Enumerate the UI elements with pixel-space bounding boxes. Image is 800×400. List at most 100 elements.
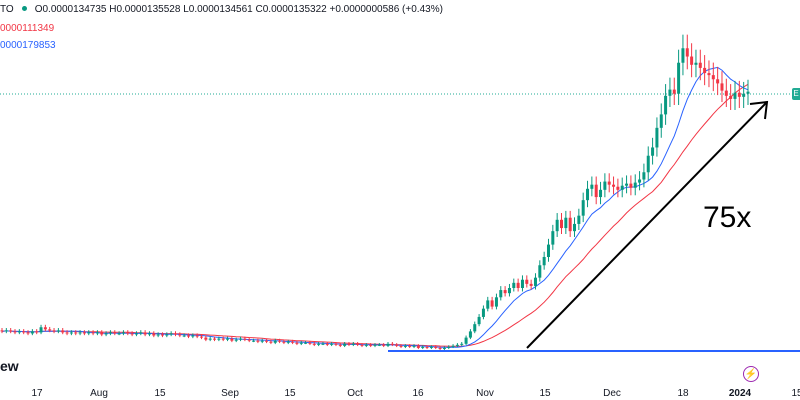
candle-body xyxy=(525,279,529,284)
candle-body xyxy=(638,179,642,183)
candle-body xyxy=(438,347,442,349)
candle-body xyxy=(82,332,86,334)
candle-body xyxy=(720,83,724,91)
last-price-tag[interactable]: E xyxy=(792,88,800,100)
multiplier-annotation[interactable]: 75x xyxy=(703,201,751,234)
candle-body xyxy=(560,219,563,229)
x-tick-label: 15 xyxy=(791,388,800,399)
ma-fast-legend: 0000179853 xyxy=(0,40,56,51)
candle-body xyxy=(343,343,347,346)
candle-body xyxy=(26,332,30,334)
ohlc-legend: TO O0.0000134735 H0.0000135528 L0.0000134… xyxy=(0,4,443,15)
candle-body xyxy=(694,62,698,65)
candle-body xyxy=(61,330,65,333)
candle-body xyxy=(408,345,412,347)
candle-body xyxy=(247,339,251,341)
ma-slow-line xyxy=(1,83,749,347)
trend-arrow-head xyxy=(749,100,769,120)
symbol-label: TO xyxy=(0,4,14,15)
candle-body xyxy=(581,200,585,216)
candle-body xyxy=(265,340,269,342)
candle-body xyxy=(78,332,82,334)
x-tick-label: 15 xyxy=(154,388,166,399)
candle-body xyxy=(213,338,217,340)
candle-body xyxy=(447,346,451,348)
candle-body xyxy=(321,343,325,345)
candle-body xyxy=(399,345,403,347)
x-tick-label: 2024 xyxy=(729,388,752,399)
x-tick-label: 15 xyxy=(539,388,551,399)
candle-body xyxy=(499,290,503,298)
candle-body xyxy=(594,184,598,198)
candle-body xyxy=(707,73,711,76)
candle-body xyxy=(555,219,559,232)
x-tick-label: Aug xyxy=(90,388,108,399)
candle-body xyxy=(633,182,637,188)
candle-body xyxy=(659,114,663,128)
candle-body xyxy=(460,343,464,345)
ma-fast-line xyxy=(1,66,749,348)
candle-body xyxy=(646,155,650,173)
candle-body xyxy=(69,332,73,334)
candle-body xyxy=(590,184,594,189)
candle-body xyxy=(43,327,47,330)
candle-body xyxy=(668,89,672,96)
candle-body xyxy=(395,344,399,346)
x-tick-label: 16 xyxy=(412,388,424,399)
trend-arrow-shaft[interactable] xyxy=(526,101,768,349)
candle-body xyxy=(230,338,234,341)
candle-body xyxy=(455,344,459,346)
x-tick-label: Oct xyxy=(347,388,363,399)
candle-body xyxy=(13,331,17,333)
candle-body xyxy=(382,344,386,346)
candle-body xyxy=(308,342,312,344)
candle-body xyxy=(160,334,164,336)
lightning-icon[interactable]: ⚡ xyxy=(743,366,759,382)
candle-body xyxy=(533,277,537,286)
candle-body xyxy=(416,345,420,348)
candle-body xyxy=(100,332,104,335)
candle-body xyxy=(91,332,95,334)
candle-body xyxy=(108,332,112,334)
candle-body xyxy=(182,335,186,337)
candle-body xyxy=(165,334,169,336)
candle-body xyxy=(147,333,151,335)
candle-body xyxy=(599,189,603,198)
candle-body xyxy=(252,340,256,342)
candle-body xyxy=(178,334,182,336)
candle-body xyxy=(87,332,91,334)
x-tick-label: 15 xyxy=(284,388,296,399)
candle-body xyxy=(334,343,338,345)
candle-body xyxy=(651,147,655,156)
candle-body xyxy=(586,188,590,201)
candles-series xyxy=(0,34,750,351)
candle-body xyxy=(130,333,134,335)
candle-body xyxy=(95,332,99,334)
x-tick-label: 17 xyxy=(31,388,43,399)
high-value: H0.0000135528 xyxy=(109,4,181,15)
candle-body xyxy=(273,340,277,343)
candle-body xyxy=(664,95,668,115)
candle-body xyxy=(30,331,34,334)
candle-body xyxy=(338,344,342,346)
candle-body xyxy=(516,282,520,288)
candle-body xyxy=(703,67,707,74)
candle-body xyxy=(4,330,8,332)
candle-body xyxy=(486,300,490,309)
candle-body xyxy=(629,183,633,188)
candle-body xyxy=(464,337,468,344)
candle-body xyxy=(360,344,364,346)
candle-body xyxy=(425,346,429,348)
candle-body xyxy=(603,181,607,190)
candle-body xyxy=(711,75,715,80)
candle-body xyxy=(529,283,533,286)
brand-logo-fragment: ew xyxy=(0,358,19,374)
candle-body xyxy=(512,282,516,288)
candle-body xyxy=(538,265,542,278)
candle-body xyxy=(282,341,286,343)
candle-body xyxy=(134,333,138,335)
candle-body xyxy=(494,297,498,307)
candle-body xyxy=(737,92,741,97)
close-value: C0.0000135322 xyxy=(255,4,327,15)
